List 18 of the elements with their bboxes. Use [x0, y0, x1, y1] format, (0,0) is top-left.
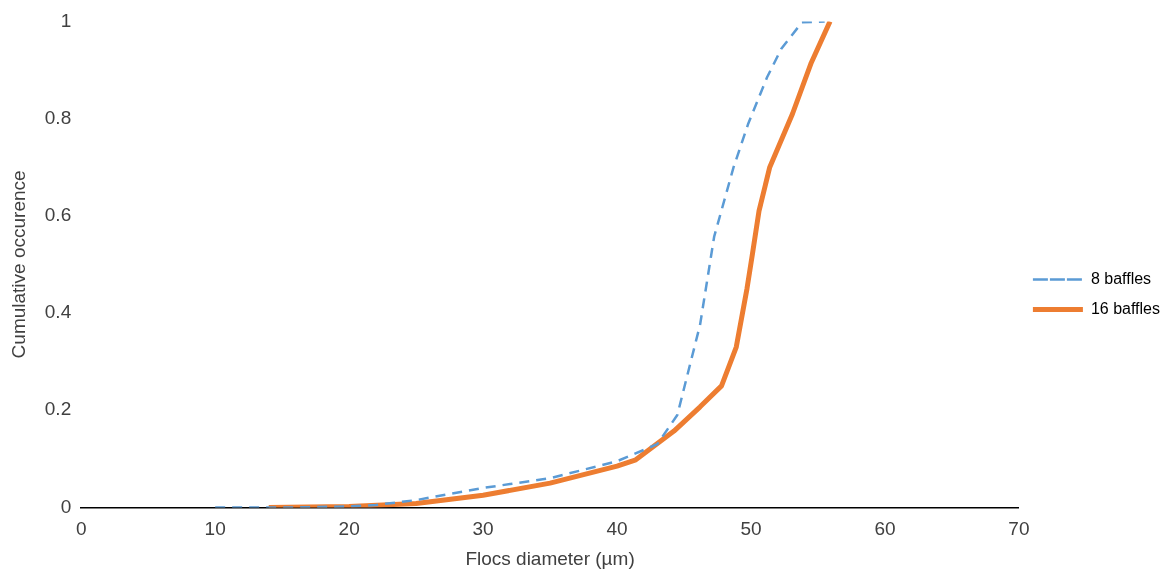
- y-axis-title: Cumulative occurence: [7, 170, 29, 359]
- x-tick-label: 50: [740, 518, 762, 540]
- y-tick-label: 0.6: [44, 204, 72, 226]
- y-tick-label: 1: [60, 9, 72, 31]
- y-tick-label: 0: [60, 495, 72, 517]
- x-tick-label: 70: [1008, 518, 1030, 540]
- y-tick-label: 0.2: [44, 398, 72, 420]
- legend-label: 16 baffles: [1090, 299, 1160, 317]
- x-tick-label: 40: [606, 518, 628, 540]
- legend-label: 8 baffles: [1090, 269, 1152, 287]
- x-tick-label: 0: [75, 518, 87, 540]
- y-tick-label: 0.4: [44, 301, 72, 323]
- x-tick-label: 60: [874, 518, 896, 540]
- y-tick-label: 0.8: [44, 106, 72, 128]
- x-tick-label: 20: [338, 518, 360, 540]
- x-axis-title: Flocs diameter (µm): [465, 547, 635, 569]
- x-tick-label: 30: [472, 518, 494, 540]
- x-tick-label: 10: [204, 518, 226, 540]
